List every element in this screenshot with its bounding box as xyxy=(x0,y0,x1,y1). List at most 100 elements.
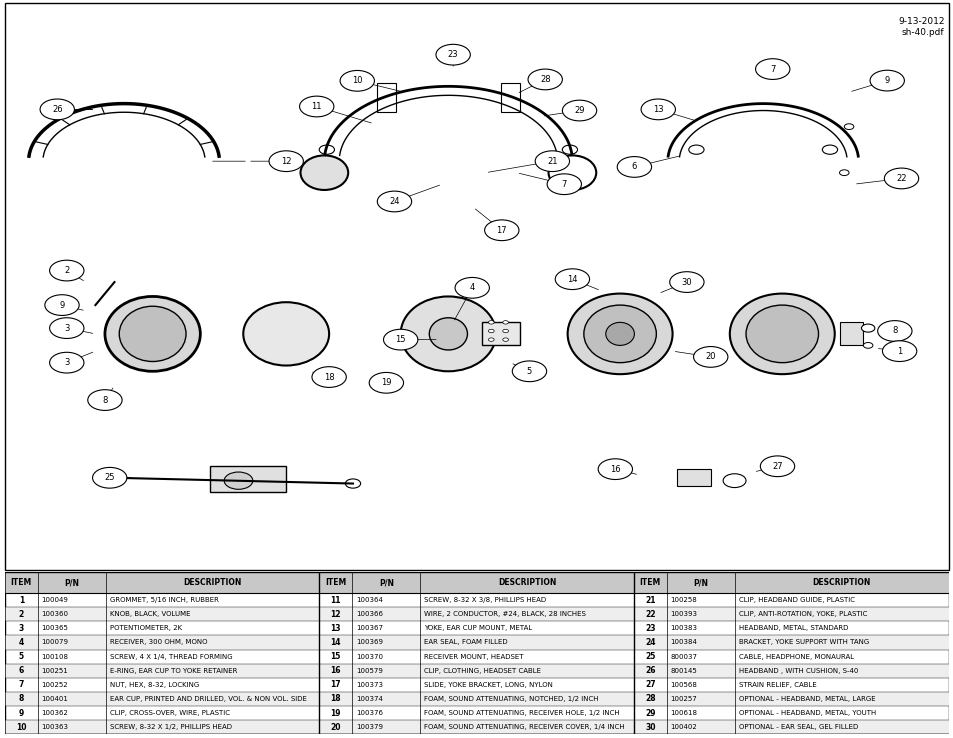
Text: 17: 17 xyxy=(496,226,507,235)
Text: 27: 27 xyxy=(771,462,782,471)
Text: 2: 2 xyxy=(64,266,70,275)
Circle shape xyxy=(877,320,911,342)
Circle shape xyxy=(383,329,417,350)
Circle shape xyxy=(488,338,494,342)
Text: SCREW, 8-32 X 1/2, PHILLIPS HEAD: SCREW, 8-32 X 1/2, PHILLIPS HEAD xyxy=(110,724,232,730)
Text: 100258: 100258 xyxy=(670,597,697,603)
Text: GROMMET, 5/16 INCH, RUBBER: GROMMET, 5/16 INCH, RUBBER xyxy=(110,597,218,603)
Text: 100366: 100366 xyxy=(355,611,383,617)
Circle shape xyxy=(555,269,589,289)
Text: 19: 19 xyxy=(380,379,392,387)
Circle shape xyxy=(861,324,874,332)
Text: 30: 30 xyxy=(644,723,655,732)
Circle shape xyxy=(561,100,597,121)
Circle shape xyxy=(369,373,403,393)
Text: 23: 23 xyxy=(447,50,458,59)
Text: 100367: 100367 xyxy=(355,625,383,632)
Text: 7: 7 xyxy=(561,180,566,189)
Text: 100373: 100373 xyxy=(355,682,383,688)
Text: ITEM: ITEM xyxy=(639,578,660,587)
Ellipse shape xyxy=(583,305,656,362)
Text: 100384: 100384 xyxy=(670,640,697,646)
Text: FOAM, SOUND ATTENUATING, RECEIVER HOLE, 1/2 INCH: FOAM, SOUND ATTENUATING, RECEIVER HOLE, … xyxy=(424,710,619,716)
Circle shape xyxy=(436,44,470,65)
Text: 3: 3 xyxy=(64,358,70,367)
Text: 100370: 100370 xyxy=(355,654,383,660)
Circle shape xyxy=(669,272,703,292)
Circle shape xyxy=(50,261,84,281)
Circle shape xyxy=(502,320,508,324)
Bar xyxy=(5,720,948,734)
Text: 1: 1 xyxy=(896,347,902,356)
Ellipse shape xyxy=(429,318,467,350)
Text: 100049: 100049 xyxy=(42,597,69,603)
Text: 100079: 100079 xyxy=(42,640,69,646)
Circle shape xyxy=(50,318,84,339)
Circle shape xyxy=(484,220,518,241)
Circle shape xyxy=(535,151,569,171)
Circle shape xyxy=(527,69,561,90)
Text: 23: 23 xyxy=(644,624,655,633)
Ellipse shape xyxy=(300,156,348,190)
Circle shape xyxy=(502,329,508,333)
Circle shape xyxy=(512,361,546,382)
Text: 15: 15 xyxy=(395,335,406,344)
Text: 9: 9 xyxy=(19,708,24,717)
Ellipse shape xyxy=(548,156,596,190)
Circle shape xyxy=(488,329,494,333)
Text: CLIP, CLOTHING, HEADSET CABLE: CLIP, CLOTHING, HEADSET CABLE xyxy=(424,668,540,674)
Text: DESCRIPTION: DESCRIPTION xyxy=(183,578,241,587)
Text: HEADBAND, METAL, STANDARD: HEADBAND, METAL, STANDARD xyxy=(738,625,847,632)
Text: 14: 14 xyxy=(566,275,578,283)
Text: 9: 9 xyxy=(883,76,889,85)
Circle shape xyxy=(617,156,651,177)
Circle shape xyxy=(755,59,789,80)
Text: 25: 25 xyxy=(104,473,115,482)
Text: 7: 7 xyxy=(19,680,24,689)
Circle shape xyxy=(88,390,122,410)
Text: 100364: 100364 xyxy=(355,597,382,603)
Circle shape xyxy=(688,145,703,154)
Text: 29: 29 xyxy=(644,708,655,717)
Text: 100365: 100365 xyxy=(42,625,69,632)
Text: 9: 9 xyxy=(59,300,65,309)
Text: 27: 27 xyxy=(644,680,655,689)
Circle shape xyxy=(488,320,494,324)
Text: OPTIONAL - HEADBAND, METAL, YOUTH: OPTIONAL - HEADBAND, METAL, YOUTH xyxy=(738,710,875,716)
Ellipse shape xyxy=(605,323,634,345)
Text: 100401: 100401 xyxy=(42,696,69,702)
Text: CLIP, CROSS-OVER, WIRE, PLASTIC: CLIP, CROSS-OVER, WIRE, PLASTIC xyxy=(110,710,230,716)
Bar xyxy=(481,323,519,345)
Bar xyxy=(5,607,948,621)
Circle shape xyxy=(693,347,727,368)
Text: NUT, HEX, 8-32, LOCKING: NUT, HEX, 8-32, LOCKING xyxy=(110,682,198,688)
Text: 21: 21 xyxy=(546,156,558,165)
Text: 20: 20 xyxy=(704,353,716,362)
Text: 8: 8 xyxy=(102,396,108,404)
Text: 6: 6 xyxy=(631,162,637,171)
Circle shape xyxy=(760,456,794,477)
Text: ITEM: ITEM xyxy=(10,578,31,587)
Text: 16: 16 xyxy=(609,465,620,474)
Text: RECEIVER MOUNT, HEADSET: RECEIVER MOUNT, HEADSET xyxy=(424,654,523,660)
Bar xyxy=(839,323,862,345)
Text: E-RING, EAR CUP TO YOKE RETAINER: E-RING, EAR CUP TO YOKE RETAINER xyxy=(110,668,236,674)
Text: 12: 12 xyxy=(330,610,340,618)
Text: RECEIVER, 300 OHM, MONO: RECEIVER, 300 OHM, MONO xyxy=(110,640,207,646)
Text: STRAIN RELIEF, CABLE: STRAIN RELIEF, CABLE xyxy=(738,682,816,688)
Circle shape xyxy=(839,170,848,176)
Text: 10: 10 xyxy=(352,76,362,86)
Text: 29: 29 xyxy=(574,106,584,115)
Text: EAR SEAL, FOAM FILLED: EAR SEAL, FOAM FILLED xyxy=(424,640,507,646)
Circle shape xyxy=(722,474,745,488)
Circle shape xyxy=(883,168,918,189)
Text: 100579: 100579 xyxy=(355,668,382,674)
Circle shape xyxy=(50,352,84,373)
Text: 100108: 100108 xyxy=(42,654,69,660)
Text: HEADBAND , WITH CUSHION, S-40: HEADBAND , WITH CUSHION, S-40 xyxy=(738,668,857,674)
Text: 100252: 100252 xyxy=(42,682,69,688)
Bar xyxy=(5,635,948,649)
Text: 4: 4 xyxy=(469,283,475,292)
Text: BRACKET, YOKE SUPPORT WITH TANG: BRACKET, YOKE SUPPORT WITH TANG xyxy=(738,640,868,646)
Text: 100568: 100568 xyxy=(670,682,697,688)
